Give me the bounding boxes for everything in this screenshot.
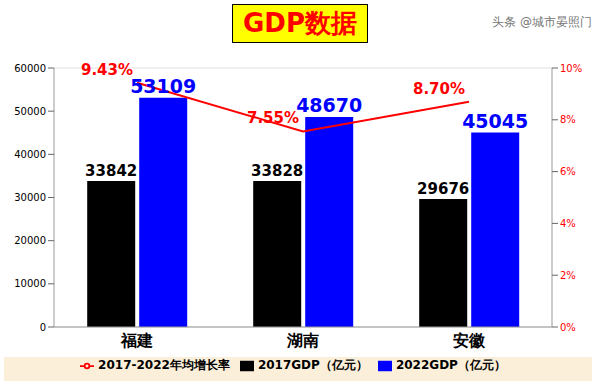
svg-text:8%: 8% [560,114,576,125]
svg-text:53109: 53109 [130,75,196,97]
svg-text:30000: 30000 [14,192,46,203]
svg-text:0%: 0% [560,322,576,333]
svg-text:湖南: 湖南 [286,331,319,350]
svg-text:9.43%: 9.43% [81,61,133,79]
svg-text:33842: 33842 [85,162,137,180]
html-text:GDP数据: GDP数据 [243,8,357,38]
svg-text:8.70%: 8.70% [413,80,465,98]
svg-text:29676: 29676 [417,180,469,198]
svg-text:33828: 33828 [251,162,303,180]
svg-text:福建: 福建 [120,331,153,350]
svg-text:48670: 48670 [296,94,362,116]
svg-text:50000: 50000 [14,106,46,117]
svg-text:6%: 6% [560,166,576,177]
svg-text:7.55%: 7.55% [247,109,299,127]
svg-text:安徽: 安徽 [453,331,486,350]
svg-text:45045: 45045 [462,110,528,132]
html-text:2017-2022年均增长率: 2017-2022年均增长率 [98,358,230,372]
svg-text:4%: 4% [560,218,576,229]
svg-text:40000: 40000 [14,149,46,160]
svg-text:2%: 2% [560,270,576,281]
html-text:头条 @城市晏照门: 头条 @城市晏照门 [492,15,592,29]
svg-text:20000: 20000 [14,235,46,246]
svg-text:10000: 10000 [14,278,46,289]
svg-text:60000: 60000 [14,63,46,74]
svg-text:0: 0 [40,322,46,333]
html-text:2022GDP（亿元）: 2022GDP（亿元） [395,358,506,372]
svg-text:10%: 10% [560,63,582,74]
html-text:2017GDP（亿元）: 2017GDP（亿元） [257,358,368,372]
